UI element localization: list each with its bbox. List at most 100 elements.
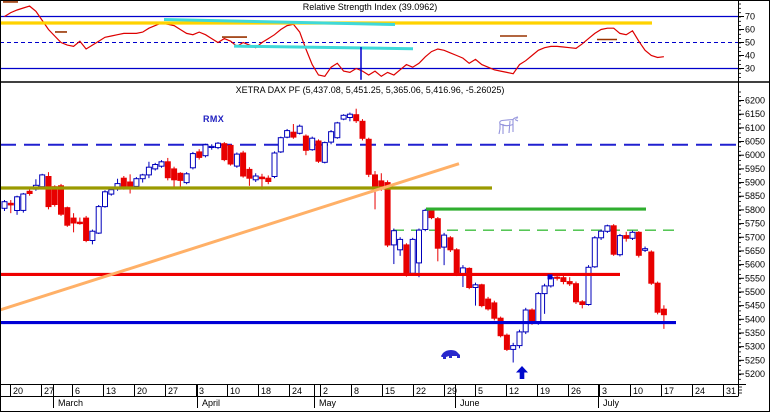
price-axis-label: 5600 <box>745 260 765 270</box>
candle-up <box>215 142 221 149</box>
candle-down <box>365 138 372 175</box>
up-arrow-icon <box>516 366 528 379</box>
x-axis-week-label: 24 <box>292 386 302 396</box>
candle-down <box>76 221 83 225</box>
price-axis-label: 5700 <box>745 232 765 242</box>
candle-down <box>45 176 52 208</box>
candle-down <box>372 174 378 188</box>
price-axis-label: 6000 <box>745 150 765 160</box>
x-axis-month-label: July <box>603 398 620 408</box>
bear-shape <box>441 350 460 359</box>
x-axis-week-label: 18 <box>261 386 271 396</box>
candle-up <box>145 166 152 176</box>
candle-down <box>353 114 360 122</box>
up-arrow-shape <box>516 366 528 379</box>
candle-up <box>616 235 623 256</box>
candle-down <box>58 185 64 215</box>
price-axis-label: 5850 <box>745 191 765 201</box>
price-axis-label: 5200 <box>745 369 765 379</box>
price-axis-label: 5350 <box>745 328 765 338</box>
candle-down <box>573 283 579 303</box>
candle-down <box>403 244 410 275</box>
candle-down <box>560 277 567 283</box>
candle-down <box>491 302 498 319</box>
candle-down <box>120 177 127 188</box>
x-axis-week-label: 27 <box>168 386 178 396</box>
candle-up <box>390 230 397 246</box>
candle-up <box>271 152 278 177</box>
candle-up <box>284 130 291 138</box>
candle-down <box>648 251 655 284</box>
rsi-axis-label: 40 <box>745 51 755 61</box>
price-axis-label: 5900 <box>745 178 765 188</box>
x-axis-week-label: 31 <box>726 386 736 396</box>
candle-up <box>309 137 316 151</box>
x-axis-week-label: 20 <box>137 386 147 396</box>
candle-up <box>233 153 240 167</box>
candle-up <box>472 284 479 288</box>
price-axis-label: 5750 <box>745 219 765 229</box>
candle-down <box>259 176 265 180</box>
candle-down <box>566 281 573 285</box>
price-panel-title: XETRA DAX PF (5,437.08, 5,451.25, 5,365.… <box>235 85 505 95</box>
rsi-indicator-line <box>4 5 664 78</box>
candle-down <box>240 152 247 177</box>
candle-up <box>139 174 146 180</box>
x-axis-week-label: 10 <box>633 386 643 396</box>
candle-up <box>522 309 529 333</box>
candle-up <box>39 174 46 188</box>
x-axis-week-label: 3 <box>199 386 204 396</box>
candle-up <box>183 173 190 184</box>
rsi-cyan-trendline <box>163 17 396 27</box>
candle-up <box>629 231 636 239</box>
candle-up <box>416 229 422 264</box>
candle-up <box>189 153 196 169</box>
candle-down <box>127 181 134 187</box>
candle-up <box>102 191 108 208</box>
candle-down <box>503 334 510 350</box>
candle-down <box>26 190 33 195</box>
candle-down <box>579 301 586 305</box>
candle-up <box>108 189 115 195</box>
candle-up <box>541 285 548 295</box>
candle-down <box>434 218 441 249</box>
candle-down <box>196 151 203 158</box>
candle-down <box>478 284 485 307</box>
x-axis-week-label: 22 <box>416 386 426 396</box>
price-axis-label: 6100 <box>745 123 765 133</box>
candle-up <box>334 122 341 139</box>
candle-up <box>208 145 215 148</box>
candle-up <box>441 234 448 248</box>
x-axis-month-label: May <box>319 398 337 408</box>
x-axis-week-label: 5 <box>478 386 483 396</box>
candle-up <box>510 345 517 350</box>
candle-down <box>64 207 71 226</box>
candle-down <box>447 237 454 251</box>
x-axis-month-label: April <box>202 398 220 408</box>
candle-up <box>516 331 523 347</box>
candle-up <box>158 161 165 167</box>
candle-up <box>277 137 284 153</box>
candle-down <box>660 308 667 316</box>
candle-up <box>642 248 649 251</box>
x-axis-week-label: 12 <box>509 386 519 396</box>
candle-up <box>409 238 416 274</box>
price-axis-label: 5550 <box>745 273 765 283</box>
candle-up <box>133 178 140 187</box>
price-axis-label: 6200 <box>745 96 765 106</box>
candle-up <box>397 238 404 251</box>
candle-up <box>202 144 209 157</box>
x-axis-month-label: March <box>58 398 83 408</box>
candle-down <box>466 267 473 288</box>
candle-up <box>296 125 303 134</box>
candle-up <box>89 230 96 241</box>
x-axis-week-label: 15 <box>385 386 395 396</box>
price-axis-label: 5450 <box>745 301 765 311</box>
rmx-watermark-label: RMX <box>203 114 225 124</box>
x-axis-week-label: 6 <box>75 386 80 396</box>
candle-down <box>315 140 322 162</box>
pf-square-marker <box>547 274 553 280</box>
candle-down <box>246 168 253 179</box>
x-axis-week-label: 2 <box>323 386 328 396</box>
